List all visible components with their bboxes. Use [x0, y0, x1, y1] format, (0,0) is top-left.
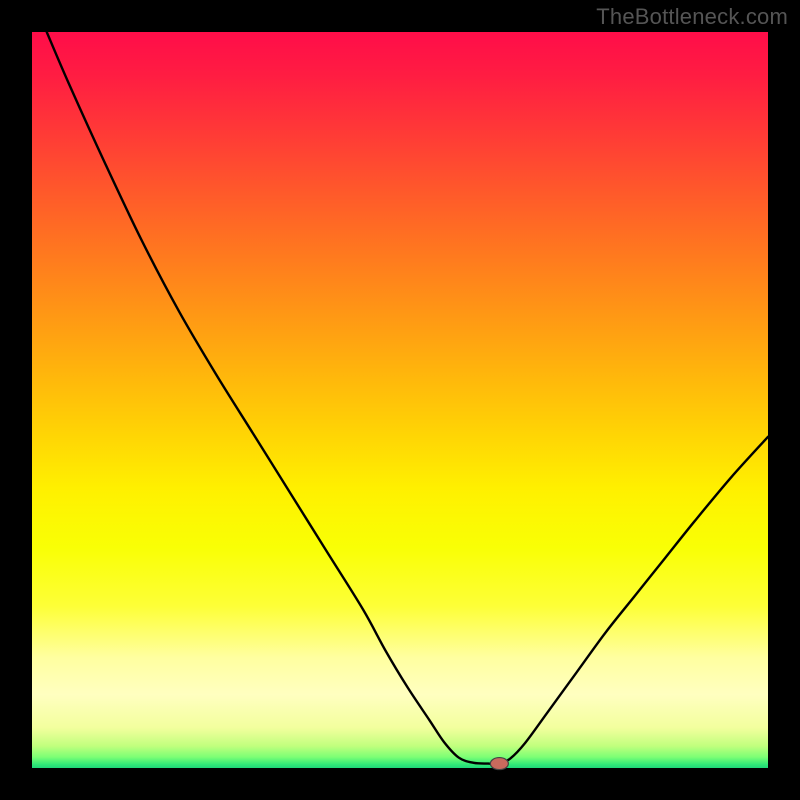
plot-area: [32, 32, 768, 768]
chart-frame: TheBottleneck.com: [0, 0, 800, 800]
optimal-point-marker: [490, 758, 508, 770]
bottleneck-chart: [0, 0, 800, 800]
watermark-text: TheBottleneck.com: [596, 4, 788, 30]
